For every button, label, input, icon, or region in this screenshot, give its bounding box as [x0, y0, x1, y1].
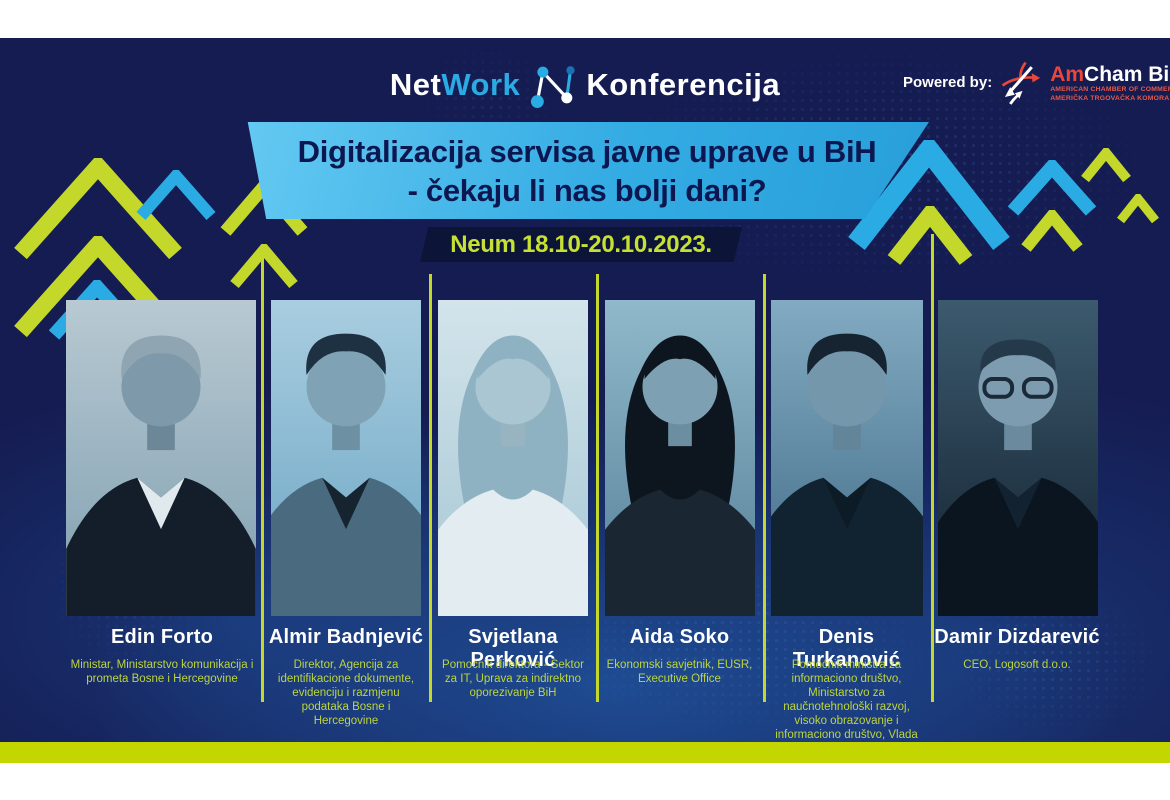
- column-divider: [596, 274, 599, 702]
- amcham-cham-bih: Cham BiH: [1084, 63, 1170, 86]
- speaker-name: Denis Turkanović: [792, 626, 901, 671]
- speaker-photo: [605, 300, 755, 616]
- chevron-decoration: [848, 140, 1010, 250]
- chevron-decoration: [14, 158, 182, 260]
- title-banner: Digitalizacija servisa javne uprave u Bi…: [247, 122, 929, 219]
- column-divider: [763, 274, 766, 702]
- network-n-icon: [531, 66, 575, 108]
- network-konferencija-logo: NetWork Konferencija: [0, 60, 1170, 110]
- powered-by-label: Powered by:: [903, 74, 993, 91]
- speaker-name: Svjetlana Perković: [468, 626, 558, 671]
- speaker-photo: [271, 300, 421, 616]
- amcham-star-icon: [1001, 61, 1041, 105]
- chevron-decoration: [887, 206, 973, 265]
- chevron-decoration: [1116, 194, 1160, 224]
- speaker-title: Ministar, Ministarstvo komunikacija i pr…: [70, 659, 254, 685]
- logo-net: Net: [389, 67, 442, 102]
- column-divider: [931, 234, 934, 702]
- chevron-decoration: [1007, 160, 1097, 216]
- chevron-decoration: [230, 244, 298, 289]
- amcham-am: Am: [1050, 63, 1085, 86]
- chevron-decoration: [1081, 148, 1131, 183]
- column-divider: [429, 274, 432, 702]
- speaker-title: CEO, Logosoft d.o.o.: [963, 659, 1071, 671]
- speaker-photo: [66, 300, 256, 616]
- chevron-decoration: [136, 170, 216, 220]
- amcham-subtitle-en: AMERICAN CHAMBER OF COMMERCE IN BiH: [1050, 86, 1170, 93]
- speaker-title: Pomoćnik ministra za informaciono društv…: [775, 659, 918, 755]
- speaker-name: Almir Badnjević: [268, 626, 424, 648]
- speaker-title: Direktor, Agencija za identifikacione do…: [277, 659, 415, 727]
- speaker-title: Ekonomski savjetnik, EUSR, Executive Off…: [606, 659, 753, 685]
- speaker-title: Pomoćnik direktora - Sektor za IT, Uprav…: [442, 659, 584, 699]
- logo-konferencija: Konferencija: [586, 67, 781, 102]
- logo-wordmark-left: NetWork: [390, 67, 520, 103]
- logo-work: Work: [441, 67, 521, 102]
- bottom-lime-bar: [0, 742, 1170, 763]
- speaker-photo: [938, 300, 1098, 616]
- powered-by-block: Powered by: AmCham BiH AMERICAN CHAMBER …: [903, 56, 1170, 112]
- conference-title-line1: Digitalizacija servisa javne uprave u Bi…: [297, 133, 877, 169]
- amcham-name: AmCham BiH: [1050, 64, 1170, 86]
- conference-title-line2: - čekaju li nas bolji dani?: [407, 172, 767, 208]
- speaker-photo: [771, 300, 923, 616]
- column-divider: [261, 256, 264, 702]
- speaker-name: Damir Dizdarević: [934, 626, 1100, 648]
- speaker-name: Edin Forto: [111, 626, 213, 648]
- amcham-logo-text: AmCham BiH AMERICAN CHAMBER OF COMMERCE …: [1050, 64, 1170, 103]
- date-text: Neum 18.10-20.10.2023.: [450, 230, 712, 258]
- date-badge: Neum 18.10-20.10.2023.: [420, 227, 742, 262]
- speaker-photo: [438, 300, 588, 616]
- chevron-decoration: [1021, 210, 1083, 252]
- amcham-subtitle-bs: AMERIČKA TRGOVAČKA KOMORA U BiH: [1050, 94, 1170, 102]
- speaker-name: Aida Soko: [629, 626, 730, 648]
